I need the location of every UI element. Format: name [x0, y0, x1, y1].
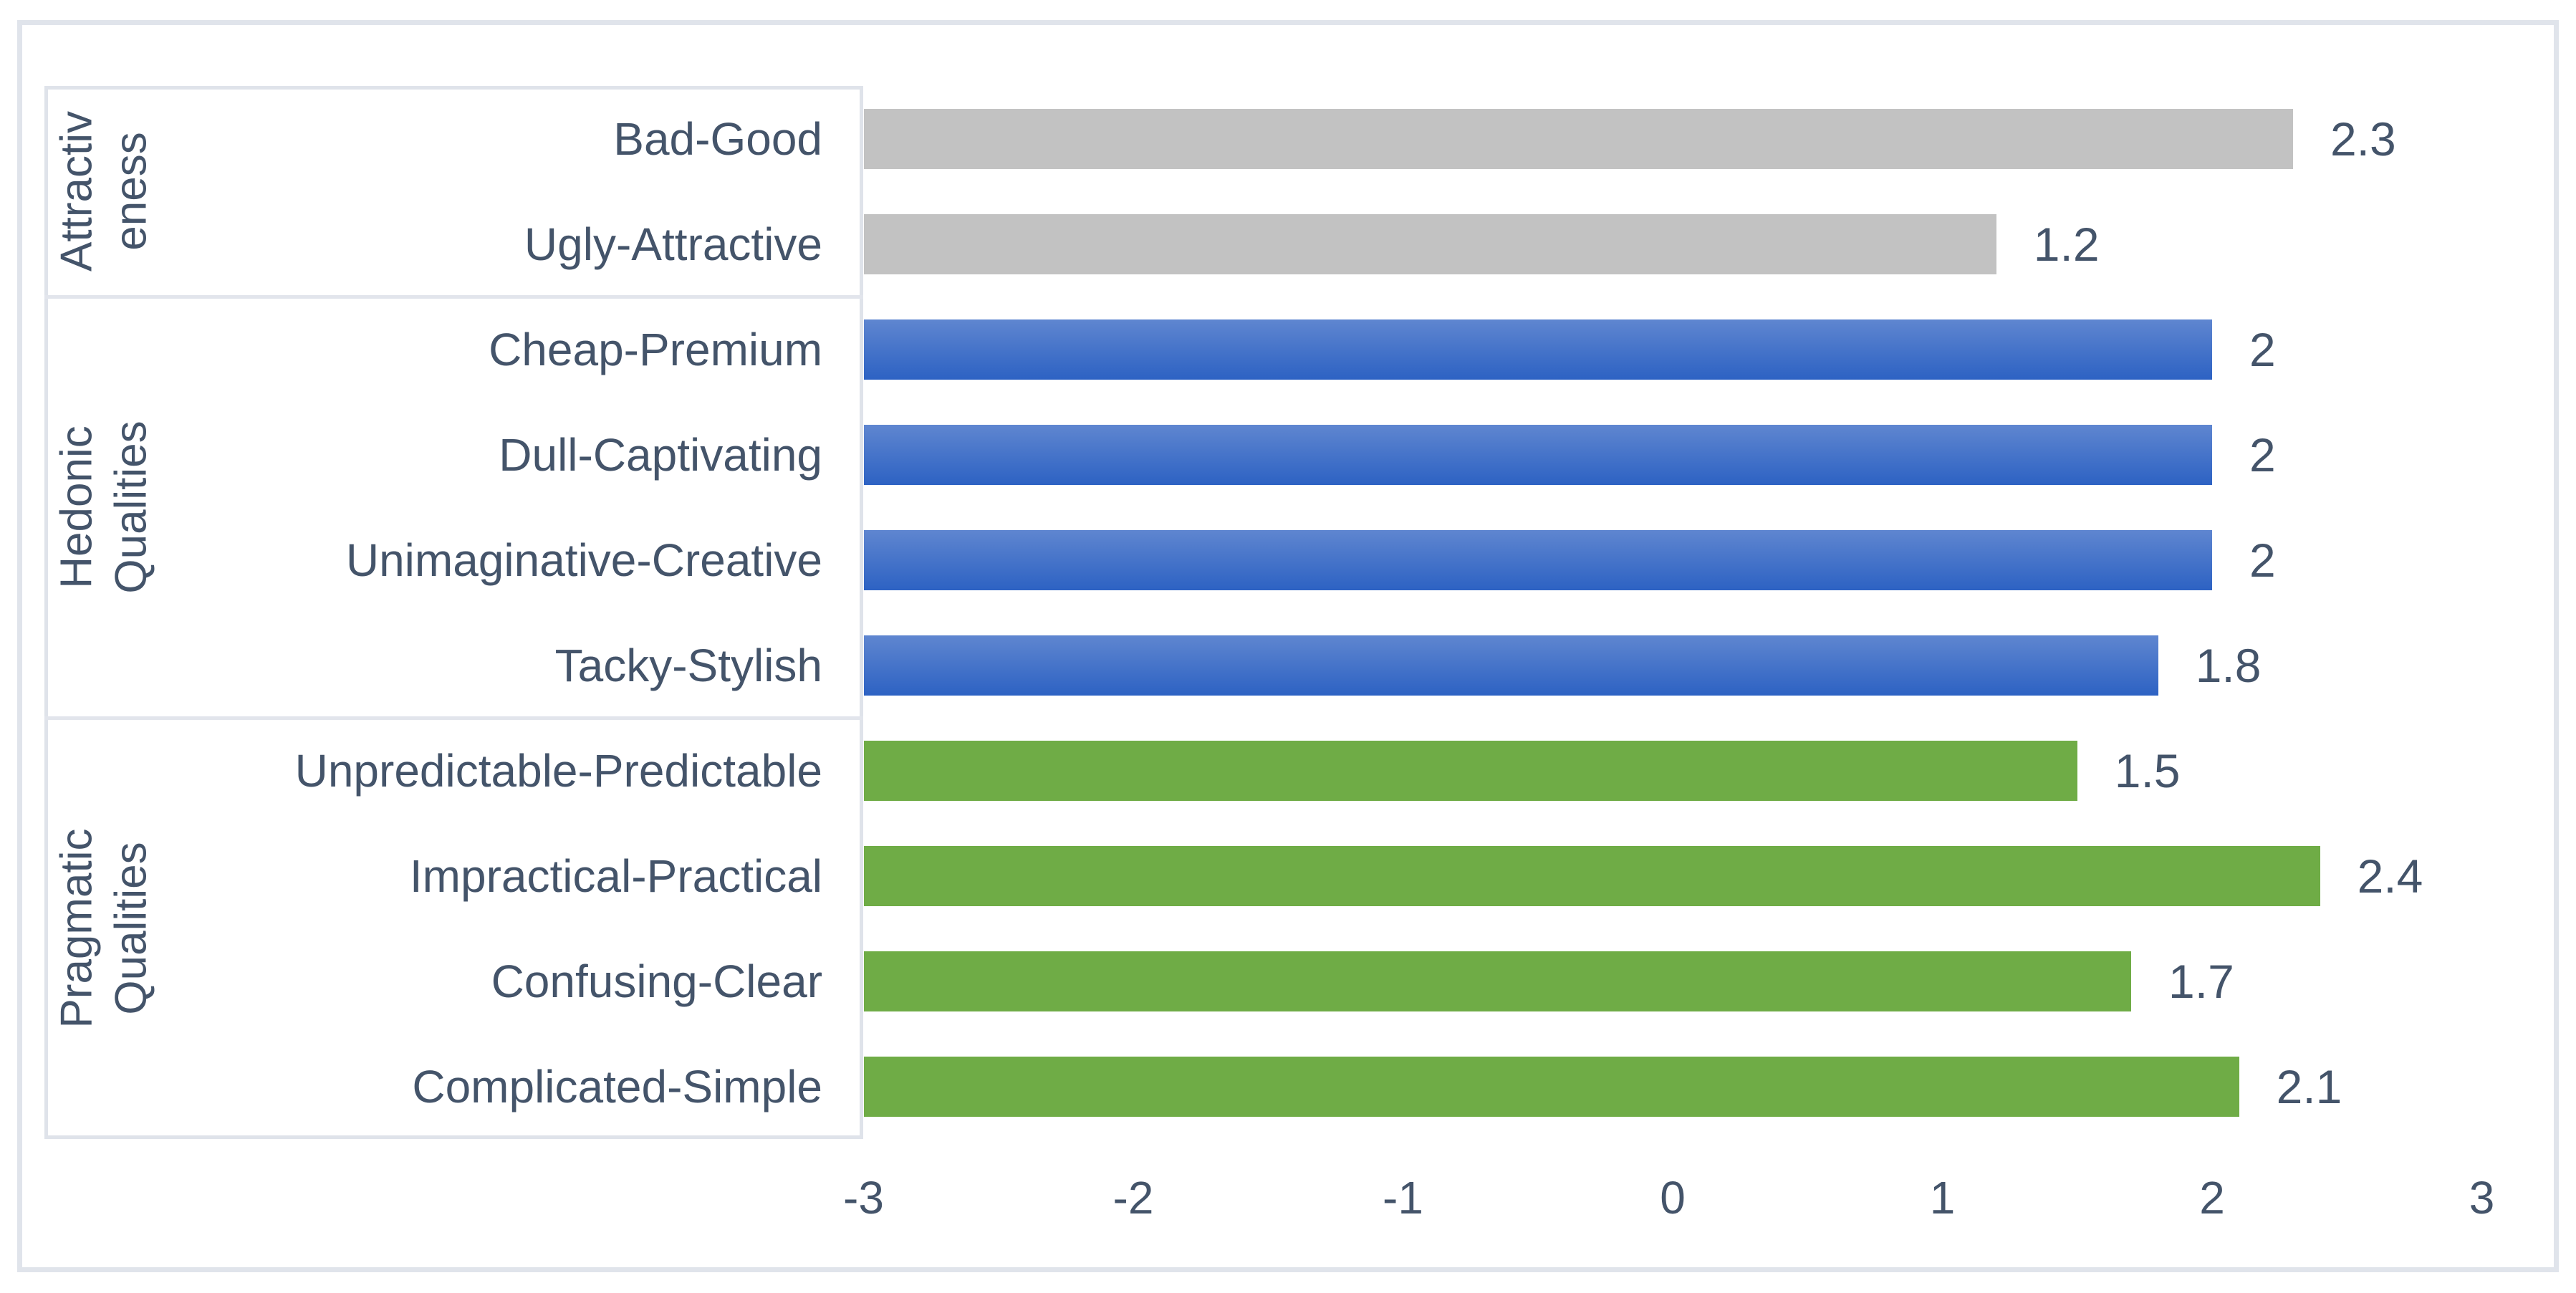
- value-label: 2.4: [2357, 849, 2423, 903]
- bar: [863, 951, 2132, 1011]
- bar: [863, 319, 2212, 380]
- group-label-hedonic-qualities: Hedonic Qualities: [52, 420, 155, 594]
- bar: [863, 740, 2077, 801]
- value-label: 2: [2249, 322, 2276, 376]
- x-tick-label: 1: [1929, 1172, 1956, 1224]
- value-label: 1.2: [2033, 217, 2100, 271]
- x-tick-label: 0: [1660, 1172, 1686, 1224]
- value-label: 2.1: [2276, 1059, 2342, 1113]
- x-tick-label: 3: [2469, 1172, 2495, 1224]
- bar: [863, 845, 2320, 906]
- category-label: Cheap-Premium: [489, 323, 822, 375]
- bar: [863, 108, 2293, 169]
- category-label: Dull-Captivating: [499, 428, 822, 481]
- category-label: Complicated-Simple: [412, 1060, 822, 1112]
- category-label: Unimaginative-Creative: [345, 534, 822, 586]
- bar: [863, 1056, 2239, 1117]
- group-label-attractiveness: Attractiv eness: [52, 111, 155, 271]
- category-label: Unpredictable-Predictable: [294, 744, 822, 797]
- value-label: 1.5: [2114, 744, 2181, 797]
- category-label: Impractical-Practical: [409, 850, 822, 902]
- x-tick-label: 2: [2199, 1172, 2225, 1224]
- bar: [863, 529, 2212, 590]
- x-tick-label: -2: [1112, 1172, 1154, 1224]
- value-label: 1.8: [2195, 638, 2262, 692]
- x-tick-label: -3: [843, 1172, 884, 1224]
- group-divider: [44, 716, 863, 720]
- category-label: Ugly-Attractive: [524, 218, 822, 270]
- group-divider: [44, 294, 863, 299]
- bar: [863, 635, 2158, 696]
- category-label: Tacky-Stylish: [554, 639, 822, 691]
- category-label: Bad-Good: [613, 112, 822, 165]
- category-label: Confusing-Clear: [491, 955, 822, 1007]
- category-axis-box: [44, 86, 863, 1139]
- x-tick-label: -1: [1383, 1172, 1423, 1224]
- value-label: 2: [2249, 428, 2276, 481]
- value-label: 2.3: [2330, 112, 2396, 165]
- value-label: 1.7: [2168, 954, 2234, 1008]
- bar: [863, 424, 2212, 485]
- group-label-pragmatic-qualities: Pragmatic Qualities: [52, 828, 155, 1029]
- bar: [863, 213, 1996, 274]
- value-label: 2: [2249, 533, 2276, 587]
